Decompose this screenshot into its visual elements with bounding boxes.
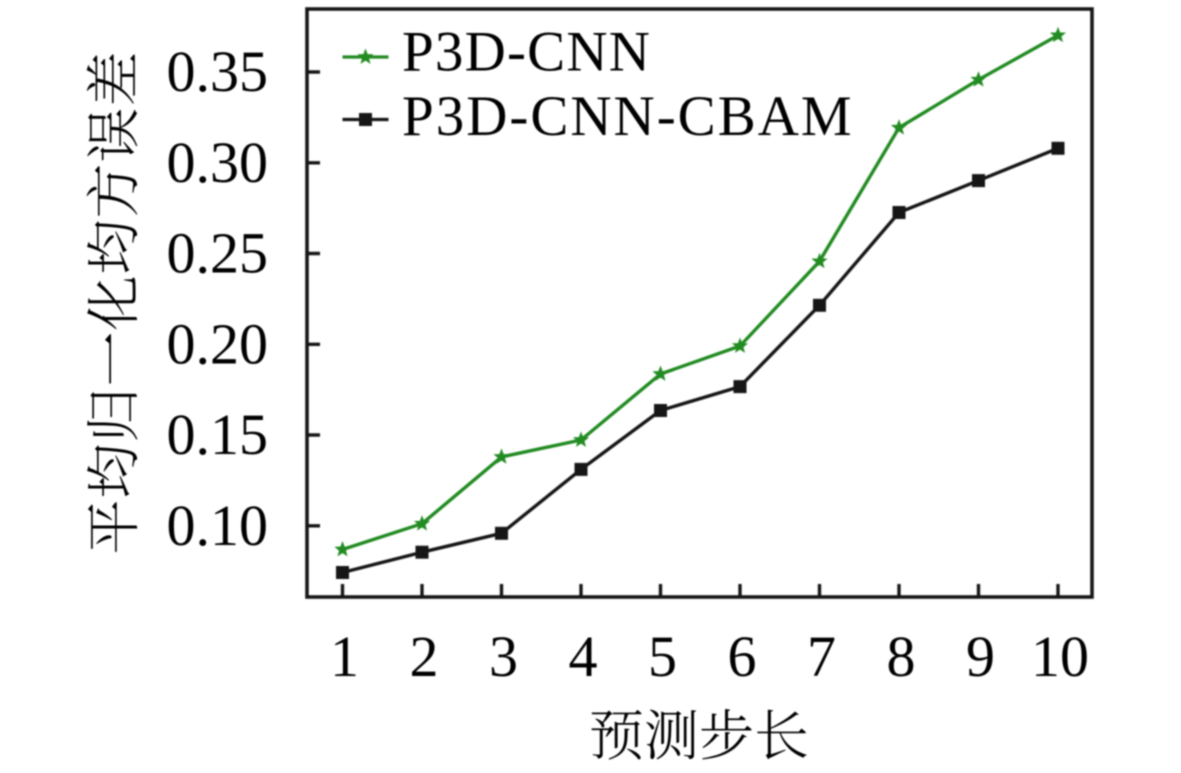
svg-text:9: 9 xyxy=(966,624,995,689)
svg-text:6: 6 xyxy=(728,624,757,689)
svg-text:0.20: 0.20 xyxy=(167,311,269,376)
svg-text:4: 4 xyxy=(569,624,598,689)
svg-text:P3D-CNN-CBAM: P3D-CNN-CBAM xyxy=(402,85,854,148)
svg-text:3: 3 xyxy=(489,624,518,689)
svg-text:0.30: 0.30 xyxy=(167,130,269,195)
svg-text:P3D-CNN: P3D-CNN xyxy=(402,21,651,84)
svg-text:10: 10 xyxy=(1031,624,1089,689)
svg-text:7: 7 xyxy=(807,624,836,689)
svg-text:1: 1 xyxy=(330,624,359,689)
svg-text:5: 5 xyxy=(648,624,677,689)
svg-text:0.35: 0.35 xyxy=(167,39,269,104)
svg-text:8: 8 xyxy=(887,624,916,689)
svg-text:0.25: 0.25 xyxy=(167,221,269,286)
svg-text:2: 2 xyxy=(410,624,439,689)
svg-text:0.10: 0.10 xyxy=(167,493,269,558)
svg-text:0.15: 0.15 xyxy=(167,402,269,467)
